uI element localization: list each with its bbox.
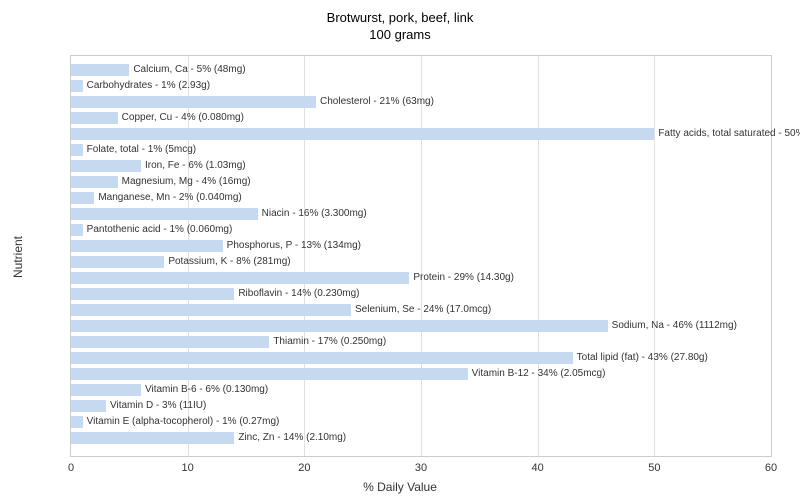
nutrient-bar [71, 64, 129, 76]
nutrient-bar-label: Vitamin E (alpha-tocopherol) - 1% (0.27m… [87, 416, 280, 428]
nutrient-bar [71, 176, 118, 188]
nutrient-bar-label: Vitamin B-12 - 34% (2.05mcg) [472, 368, 606, 380]
nutrient-bar [71, 192, 94, 204]
nutrient-bar-label: Zinc, Zn - 14% (2.10mg) [238, 432, 346, 444]
nutrient-bar [71, 208, 258, 220]
chart-title-line2: 100 grams [0, 27, 800, 44]
x-tick-label: 0 [68, 462, 74, 474]
nutrient-bar [71, 96, 316, 108]
plot-area: 0102030405060Calcium, Ca - 5% (48mg)Carb… [70, 55, 772, 457]
nutrient-bar [71, 80, 83, 92]
nutrient-bar-label: Iron, Fe - 6% (1.03mg) [145, 160, 246, 172]
x-tick-label: 20 [298, 462, 310, 474]
x-tick-label: 60 [765, 462, 777, 474]
nutrient-bar-label: Total lipid (fat) - 43% (27.80g) [577, 352, 708, 364]
nutrient-bar [71, 272, 409, 284]
nutrient-bar [71, 256, 164, 268]
nutrient-bar-label: Vitamin D - 3% (11IU) [110, 400, 206, 412]
nutrient-bar [71, 368, 468, 380]
x-tick-label: 30 [415, 462, 427, 474]
nutrient-bar [71, 224, 83, 236]
nutrient-bar-label: Riboflavin - 14% (0.230mg) [238, 288, 359, 300]
nutrient-bar-label: Magnesium, Mg - 4% (16mg) [122, 176, 251, 188]
nutrient-bar-label: Manganese, Mn - 2% (0.040mg) [98, 192, 241, 204]
chart-container: Brotwurst, pork, beef, link 100 grams 01… [0, 0, 800, 500]
nutrient-bar-label: Selenium, Se - 24% (17.0mcg) [355, 304, 491, 316]
x-tick-label: 10 [182, 462, 194, 474]
nutrient-bar-label: Potassium, K - 8% (281mg) [168, 256, 290, 268]
gridline [421, 56, 422, 456]
nutrient-bar-label: Cholesterol - 21% (63mg) [320, 96, 434, 108]
nutrient-bar-label: Calcium, Ca - 5% (48mg) [133, 64, 245, 76]
x-tick-label: 40 [532, 462, 544, 474]
nutrient-bar-label: Protein - 29% (14.30g) [413, 272, 514, 284]
nutrient-bar [71, 432, 234, 444]
x-tick-label: 50 [648, 462, 660, 474]
x-axis-label: % Daily Value [363, 480, 437, 494]
gridline [538, 56, 539, 456]
chart-title-line1: Brotwurst, pork, beef, link [0, 10, 800, 27]
nutrient-bar [71, 288, 234, 300]
nutrient-bar-label: Copper, Cu - 4% (0.080mg) [122, 112, 244, 124]
nutrient-bar [71, 416, 83, 428]
nutrient-bar-label: Phosphorus, P - 13% (134mg) [227, 240, 361, 252]
nutrient-bar [71, 352, 573, 364]
nutrient-bar-label: Pantothenic acid - 1% (0.060mg) [87, 224, 233, 236]
nutrient-bar-label: Thiamin - 17% (0.250mg) [273, 336, 386, 348]
nutrient-bar-label: Niacin - 16% (3.300mg) [262, 208, 367, 220]
nutrient-bar-label: Folate, total - 1% (5mcg) [87, 144, 196, 156]
nutrient-bar [71, 336, 269, 348]
nutrient-bar-label: Sodium, Na - 46% (1112mg) [612, 320, 737, 332]
nutrient-bar [71, 144, 83, 156]
nutrient-bar [71, 240, 223, 252]
y-axis-label: Nutrient [11, 236, 25, 278]
nutrient-bar [71, 400, 106, 412]
gridline [654, 56, 655, 456]
chart-title: Brotwurst, pork, beef, link 100 grams [0, 0, 800, 44]
nutrient-bar [71, 112, 118, 124]
gridline [304, 56, 305, 456]
nutrient-bar [71, 160, 141, 172]
nutrient-bar-label: Carbohydrates - 1% (2.93g) [87, 80, 210, 92]
nutrient-bar [71, 128, 654, 140]
nutrient-bar-label: Fatty acids, total saturated - 50% (9.93… [658, 128, 800, 140]
nutrient-bar [71, 384, 141, 396]
nutrient-bar [71, 304, 351, 316]
nutrient-bar-label: Vitamin B-6 - 6% (0.130mg) [145, 384, 268, 396]
nutrient-bar [71, 320, 608, 332]
